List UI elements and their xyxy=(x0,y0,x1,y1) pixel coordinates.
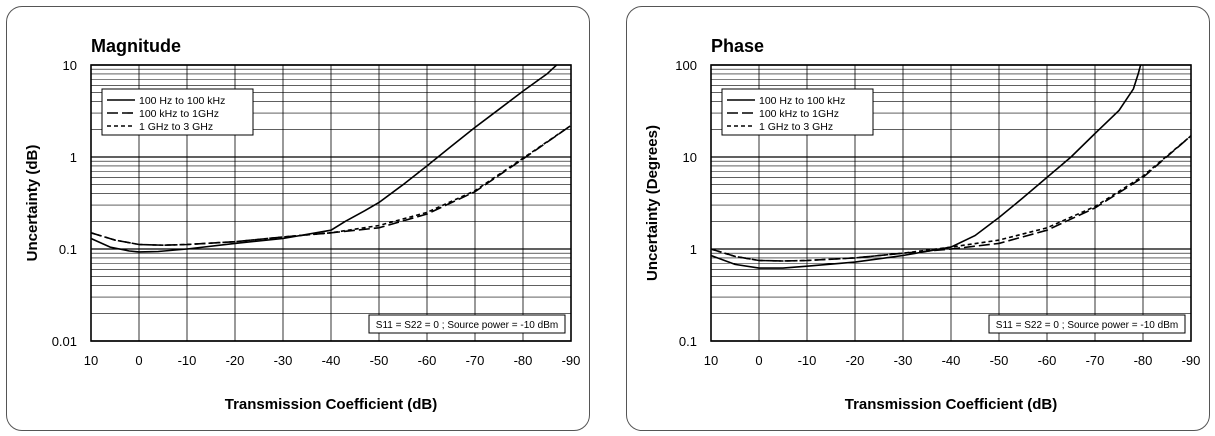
x-tick-label: -70 xyxy=(466,353,485,368)
x-tick-label: -90 xyxy=(1182,353,1201,368)
x-tick-label: -50 xyxy=(370,353,389,368)
phase-chart-panel: Phase 10 0 -10 -20 -30 -40 -50 -60 -70 -80 -90 100 10… xyxy=(626,6,1210,431)
x-tick-label: -10 xyxy=(798,353,817,368)
x-tick-label: 0 xyxy=(135,353,142,368)
x-tick-label: -70 xyxy=(1086,353,1105,368)
y-tick-label: 0.1 xyxy=(59,242,77,257)
x-tick-label: -30 xyxy=(274,353,293,368)
x-tick-label: -40 xyxy=(942,353,961,368)
legend-label-3: 1 GHz to 3 GHz xyxy=(759,121,833,133)
chart-title: Magnitude xyxy=(91,36,181,56)
magnitude-chart: Magnitude 10 0 -10 -20 -30 -40 -50 -60 -70 -80 -90 1… xyxy=(24,36,581,413)
y-tick-label: 100 xyxy=(675,58,697,73)
annotation-text: S11 = S22 = 0 ; Source power = -10 dBm xyxy=(376,320,558,331)
legend-label-1: 100 Hz to 100 kHz xyxy=(139,95,225,107)
x-tick-label: -80 xyxy=(1134,353,1153,368)
y-axis-title: Uncertainty (dB) xyxy=(24,145,41,262)
series-line-1 xyxy=(90,64,558,253)
x-tick-label: -20 xyxy=(226,353,245,368)
x-tick-label: -10 xyxy=(178,353,197,368)
series-line-3 xyxy=(90,124,572,247)
chart-title: Phase xyxy=(711,36,764,56)
y-axis-title: Uncertainty (Degrees) xyxy=(644,125,661,281)
magnitude-chart-panel: Magnitude 10 0 -10 -20 -30 -40 -50 -60 -70 -80 -90 1… xyxy=(6,6,590,431)
annotation-text: S11 = S22 = 0 ; Source power = -10 dBm xyxy=(996,320,1178,331)
x-axis-title: Transmission Coefficient (dB) xyxy=(845,396,1058,413)
x-tick-label: -60 xyxy=(1038,353,1057,368)
plot-frame xyxy=(90,64,572,342)
legend-label-1: 100 Hz to 100 kHz xyxy=(759,95,845,107)
legend-box xyxy=(101,88,254,136)
y-tick-label: 10 xyxy=(63,58,77,73)
legend-label-2: 100 kHz to 1GHz xyxy=(139,108,219,120)
x-tick-label: 10 xyxy=(704,353,718,368)
annotation-box xyxy=(368,314,566,334)
legend-label-3: 1 GHz to 3 GHz xyxy=(139,121,213,133)
legend-label-2: 100 kHz to 1GHz xyxy=(759,108,839,120)
x-tick-label: -80 xyxy=(514,353,533,368)
legend-box xyxy=(721,88,874,136)
y-tick-label: 0.01 xyxy=(52,334,77,349)
x-tick-label: -50 xyxy=(990,353,1009,368)
x-tick-label: -40 xyxy=(322,353,341,368)
x-axis-title: Transmission Coefficient (dB) xyxy=(225,396,438,413)
x-tick-label: 0 xyxy=(755,353,762,368)
series-line-1 xyxy=(710,64,1142,269)
y-tick-label: 10 xyxy=(683,150,697,165)
x-tick-label: -30 xyxy=(894,353,913,368)
y-tick-label: 0.1 xyxy=(679,334,697,349)
x-tick-label: -20 xyxy=(846,353,865,368)
series-line-3 xyxy=(710,135,1192,262)
plot-frame xyxy=(710,64,1192,342)
x-tick-label: 10 xyxy=(84,353,98,368)
y-tick-label: 1 xyxy=(70,150,77,165)
y-tick-label: 1 xyxy=(690,242,697,257)
annotation-box xyxy=(988,314,1186,334)
x-tick-label: -90 xyxy=(562,353,581,368)
x-tick-label: -60 xyxy=(418,353,437,368)
